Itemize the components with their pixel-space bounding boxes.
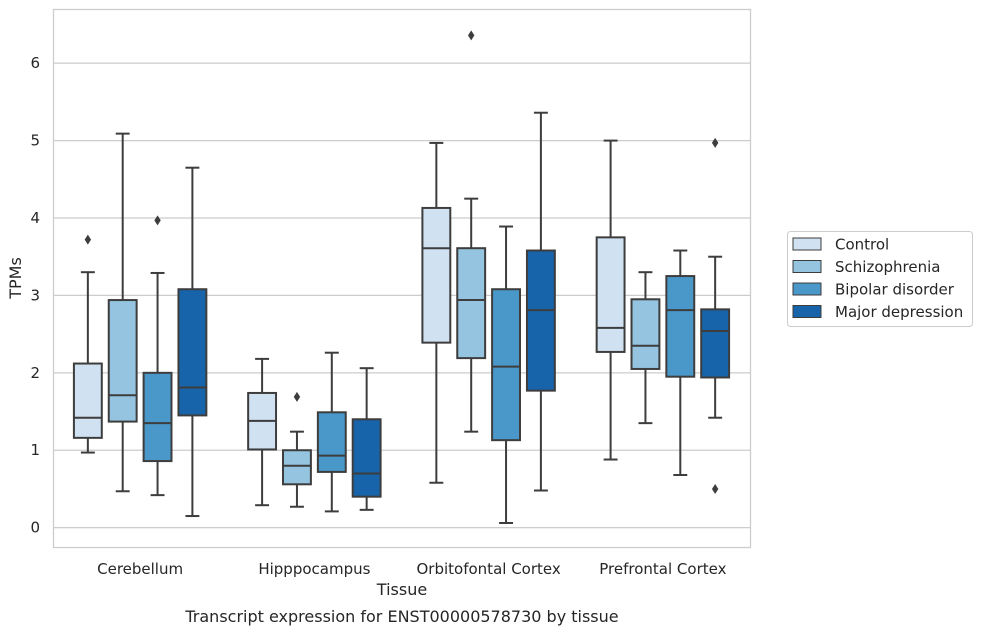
box-iqr <box>351 418 382 498</box>
y-axis-label: TPMs <box>6 257 25 300</box>
x-tick-label: Hipppocampus <box>258 560 370 578</box>
box-iqr <box>595 236 626 353</box>
box-iqr <box>665 275 696 378</box>
y-tick-label: 2 <box>30 364 40 382</box>
box-group <box>316 351 347 513</box>
x-tick-label: Prefrontal Cortex <box>599 560 726 578</box>
box-iqr <box>525 249 556 392</box>
legend-frame <box>787 231 973 327</box>
legend-label: Schizophrenia <box>835 258 940 276</box>
x-axis-label: Tissue <box>376 580 427 599</box>
y-tick-labels: 0 1 2 3 4 5 6 <box>30 54 40 536</box>
box-iqr <box>177 288 208 417</box>
outlier-point <box>711 483 719 494</box>
legend: Control Schizophrenia Bipolar disorder Majo… <box>787 231 973 327</box>
outlier-point <box>711 137 719 148</box>
box-group <box>491 225 521 525</box>
y-tick-label: 1 <box>30 441 40 459</box>
y-tick-label: 3 <box>30 286 40 304</box>
y-tick-label: 0 <box>30 519 40 537</box>
y-tick-label: 5 <box>30 132 40 150</box>
box-iqr <box>491 288 521 442</box>
box-group <box>351 367 382 511</box>
box-group <box>247 357 278 507</box>
box-group <box>107 132 138 493</box>
plot-frame <box>52 8 752 549</box>
box-group <box>421 141 452 484</box>
legend-swatch <box>792 282 822 296</box>
box-group <box>142 215 173 497</box>
box-group <box>177 166 208 518</box>
box-group <box>665 249 696 477</box>
box-iqr <box>316 411 347 473</box>
box-iqr <box>421 206 452 344</box>
legend-swatch <box>792 237 822 251</box>
box-iqr <box>456 247 487 360</box>
box-group <box>630 271 661 425</box>
box-iqr <box>142 371 173 463</box>
x-tick-label: Cerebellum <box>97 560 183 578</box>
outlier-point <box>293 391 301 402</box>
box-group <box>525 111 556 492</box>
legend-swatch <box>792 305 822 318</box>
box-group <box>595 139 626 461</box>
chart-caption: Transcript expression for ENST0000057873… <box>184 607 618 626</box>
box-group <box>72 234 103 454</box>
legend-label: Major depression <box>835 303 963 321</box>
y-tick-label: 6 <box>30 54 40 72</box>
legend-label: Bipolar disorder <box>835 281 955 299</box>
legend-swatch <box>792 260 822 273</box>
boxes <box>72 30 731 525</box>
box-group <box>700 137 731 494</box>
legend-label: Control <box>835 236 889 254</box>
box-iqr <box>282 449 312 486</box>
box-iqr <box>700 308 731 379</box>
box-iqr <box>630 298 661 370</box>
outlier-point <box>84 234 92 245</box>
box-group <box>456 30 487 433</box>
box-iqr <box>72 362 103 439</box>
x-tick-labels: Cerebellum Hipppocampus Orbitofontal Corte… <box>97 560 726 578</box>
y-tick-label: 4 <box>30 209 40 227</box>
box-iqr <box>107 299 138 423</box>
box-group <box>282 391 312 508</box>
outlier-point <box>468 30 475 41</box>
outlier-point <box>154 215 161 226</box>
x-tick-label: Orbitofontal Cortex <box>417 560 561 578</box>
